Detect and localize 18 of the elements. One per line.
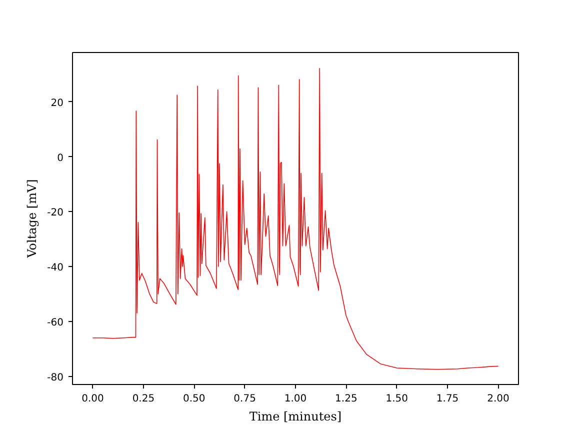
y-tick-label: 0 <box>57 152 64 164</box>
x-axis-title: Time [minutes] <box>249 410 342 424</box>
y-tick-label: -40 <box>47 262 64 274</box>
x-tick-label: 0.00 <box>82 394 104 404</box>
x-tick-label: 1.75 <box>436 394 459 404</box>
y-axis-title: Voltage [mV] <box>25 179 40 259</box>
y-tick-label: -20 <box>47 208 64 219</box>
x-tick-label: 0.75 <box>234 394 256 404</box>
x-tick-label: 0.25 <box>132 394 155 404</box>
y-tick-label: -60 <box>47 317 64 328</box>
line-series <box>92 68 499 370</box>
x-tick-label: 1.00 <box>284 394 307 404</box>
x-tick-label: 2.00 <box>487 394 510 404</box>
y-tick-label: 20 <box>50 98 64 109</box>
x-tick-label: 1.50 <box>386 394 408 404</box>
y-tick-label: -80 <box>47 372 64 384</box>
x-tick-label: 0.50 <box>183 394 206 404</box>
x-tick-label: 1.25 <box>335 394 358 404</box>
